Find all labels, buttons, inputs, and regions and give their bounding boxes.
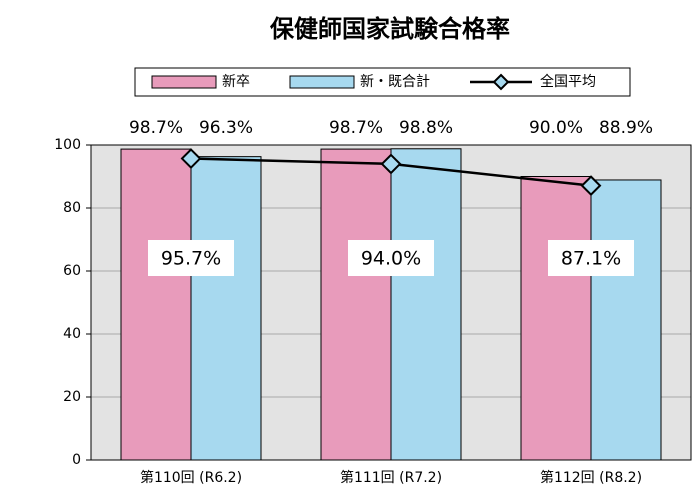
value-label-box xyxy=(148,240,234,276)
value-label: 98.7% xyxy=(129,118,183,138)
legend-label: 新卒 xyxy=(222,74,250,90)
value-label: 98.8% xyxy=(399,118,453,138)
value-label: 94.0% xyxy=(361,248,421,270)
bar xyxy=(390,148,462,461)
line-marker xyxy=(180,148,202,169)
y-tick-label: 40 xyxy=(63,326,81,342)
bar xyxy=(520,176,592,461)
y-tick-label: 80 xyxy=(63,200,81,216)
legend-label: 全国平均 xyxy=(540,73,596,90)
value-label-box xyxy=(548,240,634,276)
chart-title: 保健師国家試験合格率 xyxy=(269,15,510,43)
y-tick-label: 60 xyxy=(63,263,81,279)
value-label: 96.3% xyxy=(199,118,253,138)
legend-swatch xyxy=(289,75,355,89)
value-label: 90.0% xyxy=(529,118,583,138)
y-tick-label: 0 xyxy=(72,452,81,468)
value-label-box xyxy=(348,240,434,276)
x-tick-label: 第111回 (R7.2) xyxy=(340,469,442,486)
value-label: 87.1% xyxy=(561,248,621,270)
x-tick-label: 第110回 (R6.2) xyxy=(140,469,242,486)
line-marker xyxy=(580,175,602,197)
bar xyxy=(190,156,262,461)
bar xyxy=(590,179,662,461)
bar xyxy=(320,148,392,461)
legend-swatch xyxy=(151,75,217,89)
x-tick-label: 第112回 (R8.2) xyxy=(540,469,642,486)
y-tick-label: 100 xyxy=(54,137,81,153)
value-label: 95.7% xyxy=(161,248,221,270)
legend-label: 新・既合計 xyxy=(360,74,430,90)
legend-marker xyxy=(492,73,510,91)
legend-box xyxy=(134,67,631,97)
bar xyxy=(120,148,192,461)
value-label: 98.7% xyxy=(329,118,383,138)
value-label: 88.9% xyxy=(599,118,653,138)
line-marker xyxy=(380,153,402,175)
y-tick-label: 20 xyxy=(63,389,81,405)
